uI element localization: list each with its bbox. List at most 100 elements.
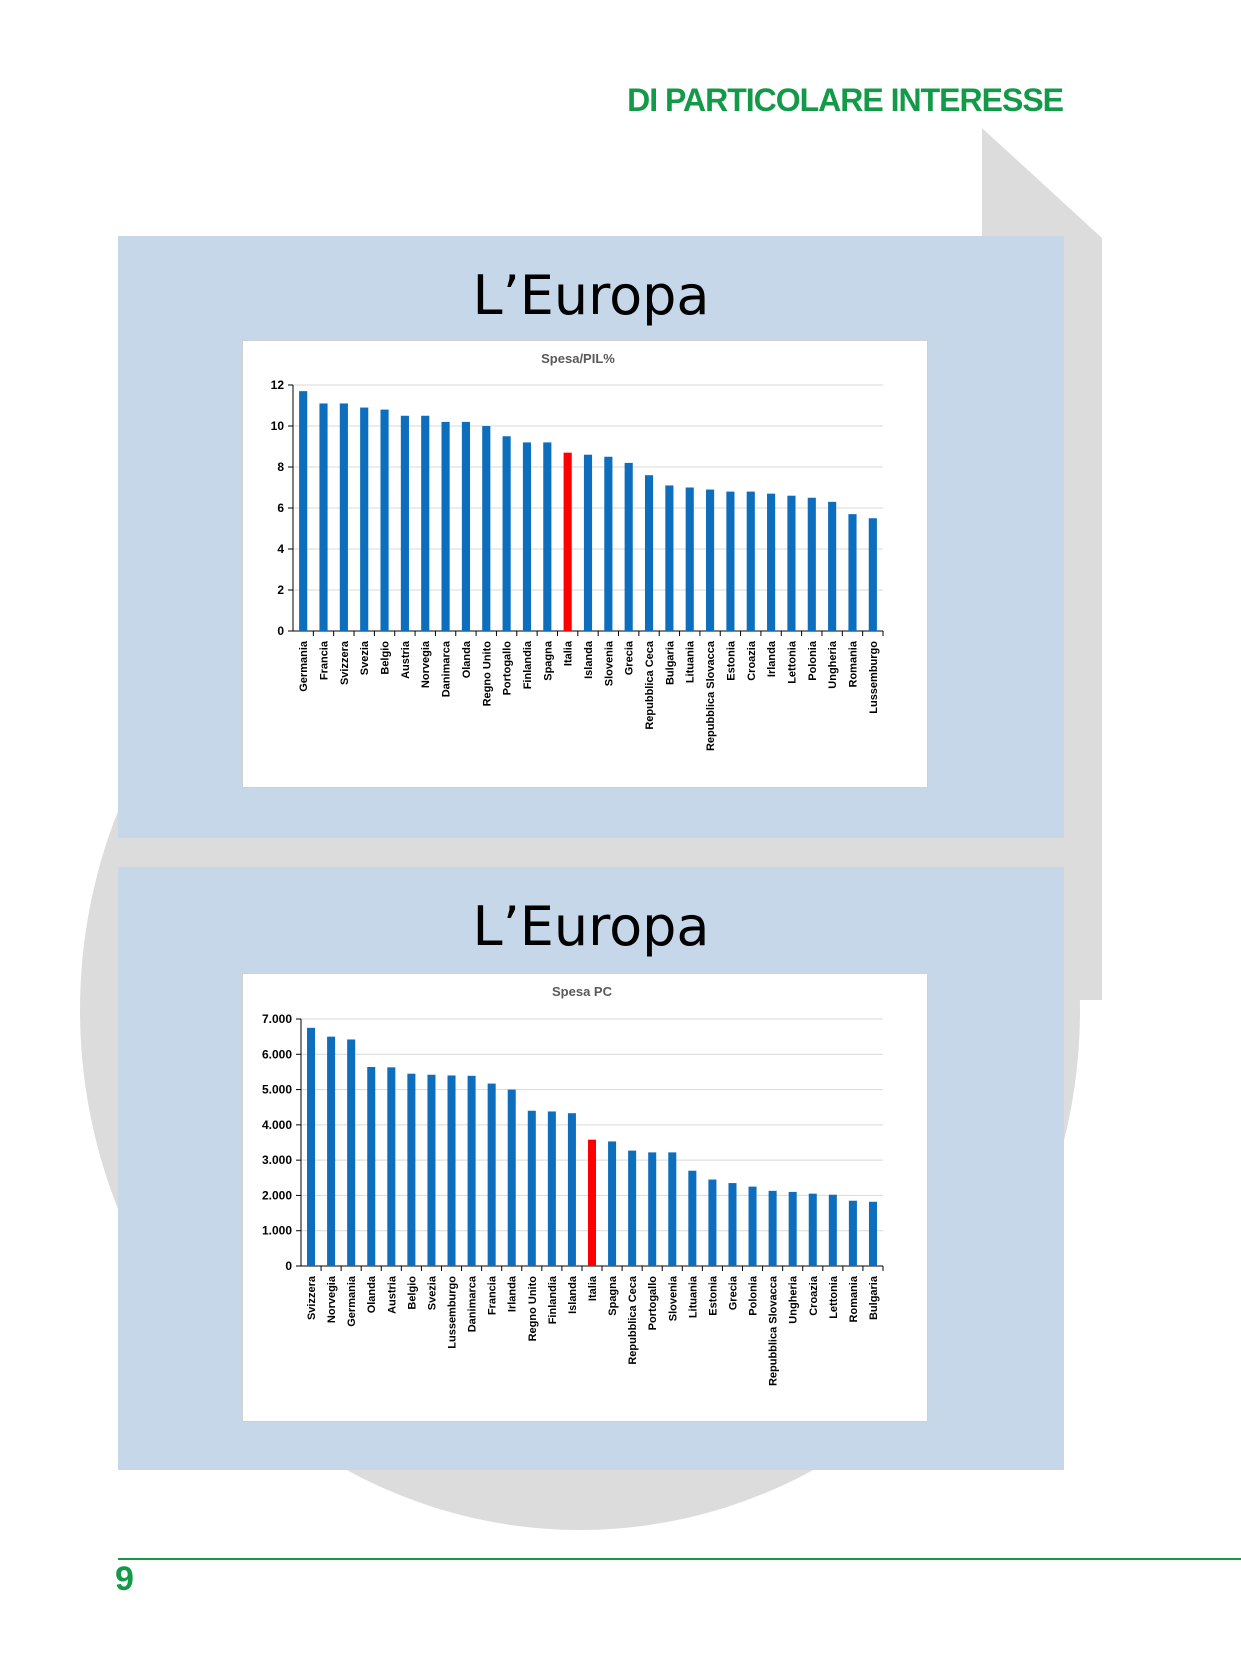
- chart-title: Spesa PC: [552, 984, 613, 999]
- x-tick-label: Estonia: [707, 1275, 719, 1316]
- x-tick-label: Repubblica Ceca: [644, 640, 656, 730]
- bar: [502, 436, 511, 631]
- bar: [688, 1170, 697, 1266]
- y-tick-label: 12: [271, 378, 285, 392]
- y-tick-label: 2.000: [262, 1188, 292, 1202]
- y-tick-label: 6.000: [262, 1047, 292, 1061]
- x-tick-label: Olanda: [461, 640, 473, 678]
- x-tick-label: Finlandia: [547, 1275, 559, 1324]
- bar: [387, 1067, 396, 1266]
- bar: [427, 1074, 436, 1266]
- x-tick-label: Romania: [847, 640, 859, 687]
- x-tick-label: Polonia: [748, 1275, 760, 1316]
- bar: [307, 1027, 316, 1266]
- bar: [868, 518, 877, 631]
- bar: [628, 1150, 637, 1266]
- x-tick-label: Regno Unito: [481, 641, 493, 707]
- bar: [567, 1113, 576, 1266]
- x-tick-label: Portogallo: [647, 1276, 659, 1331]
- bar: [360, 407, 369, 631]
- x-tick-label: Olanda: [366, 1275, 378, 1313]
- chart-title: Spesa/PIL%: [541, 351, 615, 366]
- x-tick-label: Ungheria: [788, 1275, 800, 1324]
- x-tick-label: Lettonia: [786, 640, 798, 684]
- x-tick-label: Francia: [487, 1275, 499, 1315]
- x-tick-label: Croazia: [808, 1275, 820, 1316]
- bar: [788, 1191, 797, 1266]
- x-tick-label: Svizzera: [339, 640, 351, 685]
- x-tick-label: Repubblica Slovacca: [768, 1275, 780, 1386]
- bar: [668, 1152, 677, 1266]
- bar: [447, 1075, 456, 1266]
- bar: [547, 1111, 556, 1266]
- y-tick-label: 0: [277, 624, 284, 638]
- x-tick-label: Bulgaria: [664, 640, 676, 685]
- bar: [507, 1089, 516, 1266]
- bar-chart-spesa-pc: Spesa PC 0 1.000 2.000 3.000 4.000 5.000 6.000 7…: [262, 984, 884, 1386]
- bar: [367, 1066, 376, 1266]
- x-tick-label: Estonia: [725, 640, 737, 681]
- y-tick-label: 4.000: [262, 1118, 292, 1132]
- bar: [787, 495, 796, 631]
- x-tick-label: Svezia: [426, 1275, 438, 1310]
- x-tick-label: Belgio: [406, 1276, 418, 1310]
- bar: [347, 1039, 356, 1266]
- x-tick-label: Slovenia: [667, 1275, 679, 1321]
- slide-title: L’Europa: [472, 895, 710, 958]
- x-tick-label: Lettonia: [828, 1275, 840, 1319]
- bar: [522, 442, 532, 631]
- bar: [685, 487, 694, 631]
- bar: [648, 1152, 657, 1266]
- x-tick-label: Italia: [587, 1275, 599, 1301]
- x-tick-label: Francia: [319, 640, 331, 680]
- bar: [768, 1190, 777, 1266]
- x-tick-label: Romania: [848, 1275, 860, 1322]
- x-tick-label: Austria: [400, 640, 412, 679]
- y-tick-label: 3.000: [262, 1153, 292, 1167]
- x-tick-label: Lussemburgo: [447, 1276, 459, 1349]
- x-tick-label: Lituania: [687, 1275, 699, 1318]
- bar: [407, 1073, 416, 1266]
- bar: [624, 462, 633, 631]
- chart-spesa-pc: Spesa PC 0 1.000 2.000 3.000 4.000 5.000 6.000 7…: [242, 973, 928, 1422]
- x-tick-label: Islanda: [567, 1275, 579, 1314]
- bar: [767, 493, 776, 631]
- bar: [380, 409, 389, 631]
- x-tick-label: Croazia: [746, 640, 758, 681]
- bar: [487, 1083, 496, 1266]
- chart-spesa-pil: Spesa/PIL% 0 2 4 6 8 10 12 Germania Francia Svizze…: [242, 340, 928, 788]
- x-tick-label: Germania: [298, 640, 310, 692]
- x-tick-label: Spagna: [542, 640, 554, 681]
- x-tick-label: Finlandia: [522, 640, 534, 689]
- bar: [708, 1179, 717, 1266]
- bar-highlight: [587, 1139, 597, 1266]
- x-tick-label: Svezia: [359, 640, 371, 675]
- x-tick-label: Danimarca: [441, 640, 453, 697]
- x-tick-label: Bulgaria: [868, 1275, 880, 1320]
- bar: [467, 1075, 476, 1266]
- bar: [400, 415, 409, 631]
- bar: [441, 421, 450, 631]
- x-tick-label: Germania: [346, 1275, 358, 1327]
- bar: [706, 489, 715, 631]
- x-tick-label: Regno Unito: [527, 1276, 539, 1342]
- x-tick-label: Irlanda: [507, 1275, 519, 1312]
- x-tick-label: Grecia: [624, 640, 636, 675]
- bar: [728, 1183, 737, 1266]
- x-tick-label: Spagna: [607, 1275, 619, 1316]
- bar: [608, 1141, 617, 1266]
- bar: [748, 1186, 757, 1266]
- x-tick-label: Lituania: [685, 640, 697, 683]
- bar: [299, 391, 308, 631]
- bar: [848, 514, 857, 631]
- bar: [807, 497, 816, 631]
- bar: [828, 501, 837, 631]
- bar-highlight: [563, 452, 572, 631]
- y-tick-label: 10: [271, 419, 285, 433]
- x-tick-label: Irlanda: [766, 640, 778, 677]
- bar: [527, 1110, 536, 1266]
- y-tick-label: 7.000: [262, 1012, 292, 1026]
- bar: [604, 456, 613, 631]
- footer-divider: [118, 1558, 1241, 1560]
- x-tick-label: Norvegia: [420, 640, 432, 688]
